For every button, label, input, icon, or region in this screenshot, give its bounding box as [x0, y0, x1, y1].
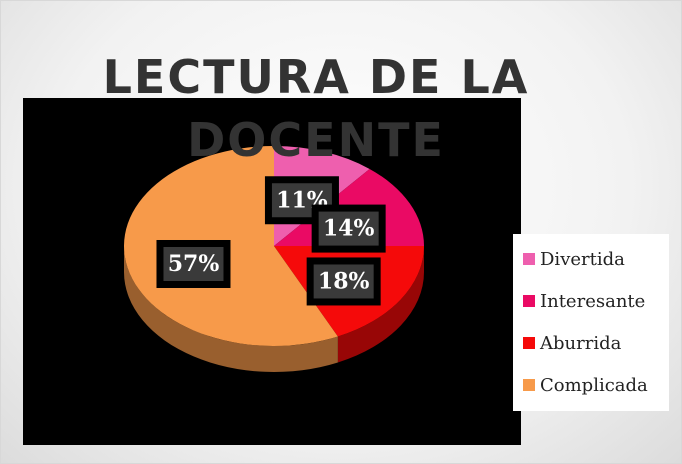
data-label: 57%	[168, 251, 220, 277]
label-bg	[318, 211, 379, 246]
legend-label: Interesante	[540, 291, 645, 312]
legend-swatch	[523, 295, 535, 307]
legend-label: Aburrida	[539, 333, 622, 354]
chart-title: LECTURA DE LA DOCENTE	[102, 50, 530, 167]
slice	[123, 145, 338, 346]
legend-swatch	[523, 253, 535, 265]
legend-label: Divertida	[540, 249, 625, 270]
legend-box	[513, 234, 669, 411]
legend-label: Complicada	[540, 375, 648, 396]
slice-side	[337, 246, 424, 363]
legend-swatch	[523, 379, 535, 391]
data-label: 14%	[323, 216, 375, 242]
label-bg	[163, 246, 224, 281]
data-label: 18%	[318, 268, 370, 294]
legend-swatch	[523, 337, 535, 349]
label-bg	[313, 264, 374, 299]
slice-side	[124, 246, 338, 372]
